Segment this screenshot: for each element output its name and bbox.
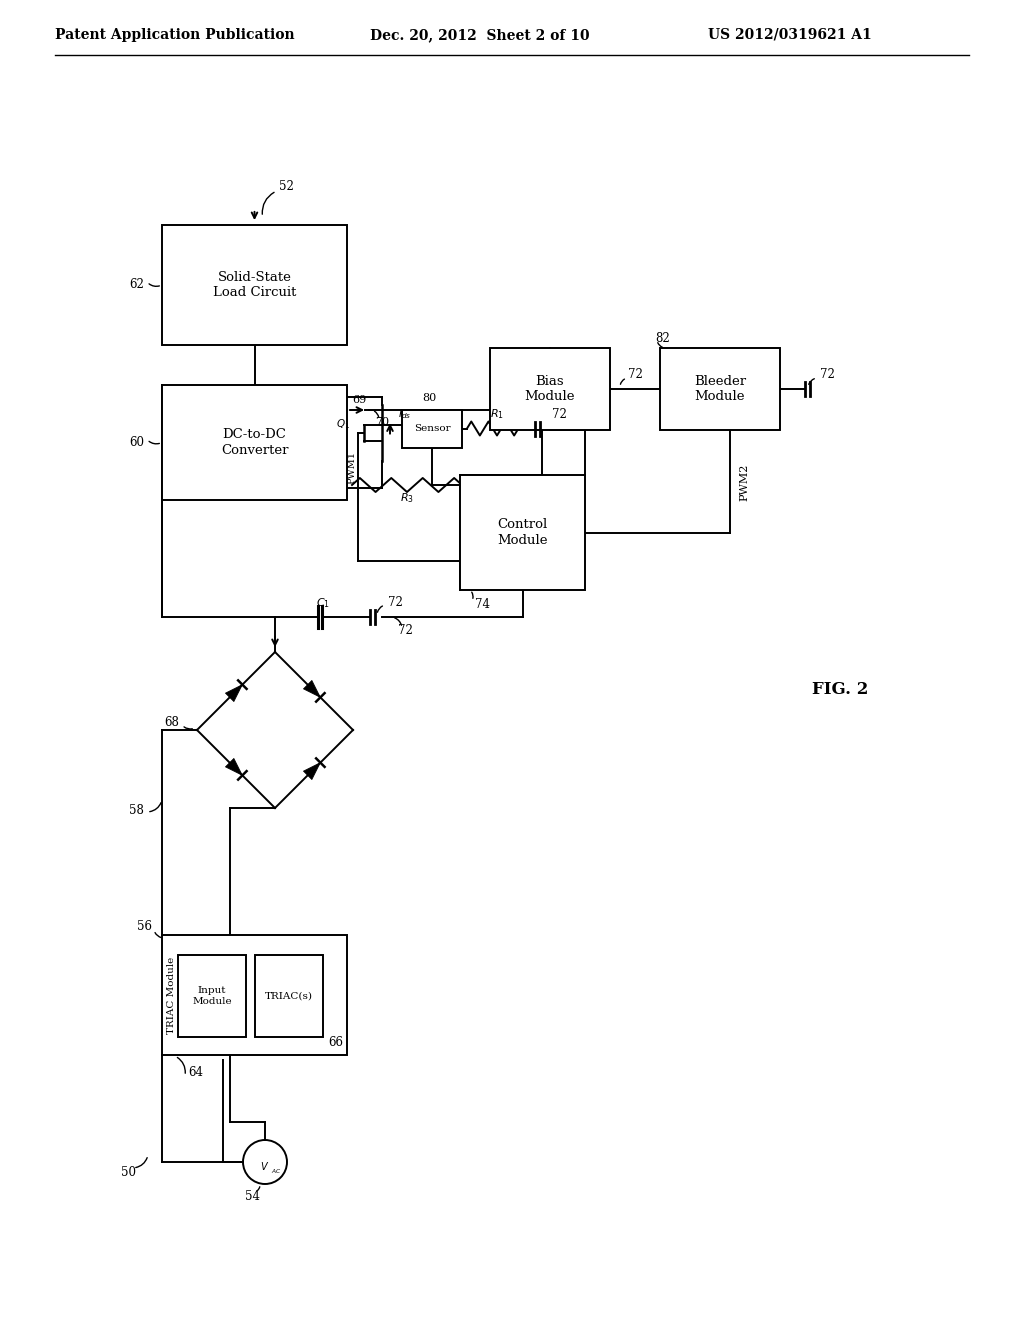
Text: 74: 74 [475,598,490,610]
Text: 60: 60 [129,436,144,449]
Text: $Q_1$: $Q_1$ [336,417,350,432]
Text: $_{AC}$: $_{AC}$ [271,1167,282,1176]
Polygon shape [225,685,243,702]
Text: PWM1: PWM1 [347,451,356,484]
Text: DC-to-DC
Converter: DC-to-DC Converter [221,429,288,457]
Text: 72: 72 [820,368,835,381]
Text: Sensor: Sensor [414,424,451,433]
Text: 52: 52 [280,181,294,194]
Bar [162,224,347,345]
Text: $R_1$: $R_1$ [490,408,504,421]
Text: Solid-State
Load Circuit: Solid-State Load Circuit [213,271,296,300]
Bar [162,385,347,500]
Text: $V$: $V$ [260,1160,269,1172]
Text: Input
Module: Input Module [193,986,231,1006]
Text: 72: 72 [388,595,402,609]
Bar [255,954,323,1038]
Text: Bleeder
Module: Bleeder Module [694,375,746,403]
Text: 68: 68 [164,715,179,729]
Text: 66: 66 [328,1035,343,1048]
Polygon shape [303,680,321,697]
Text: 80: 80 [422,393,436,403]
Bar [490,348,610,430]
Text: 72: 72 [552,408,567,421]
Text: $R_3$: $R_3$ [400,491,414,504]
Text: TRIAC Module: TRIAC Module [167,957,175,1034]
Text: $I_{ds}$: $I_{ds}$ [398,408,412,421]
Text: 58: 58 [129,804,144,817]
Text: 62: 62 [129,279,144,292]
Text: 69: 69 [352,395,367,405]
Bar [402,409,462,447]
Text: 72: 72 [397,624,413,638]
Text: Dec. 20, 2012  Sheet 2 of 10: Dec. 20, 2012 Sheet 2 of 10 [371,28,590,42]
Bar [178,954,246,1038]
Text: Patent Application Publication: Patent Application Publication [55,28,295,42]
Text: 82: 82 [655,331,670,345]
Text: 72: 72 [628,368,642,381]
Text: FIG. 2: FIG. 2 [812,681,868,698]
Text: Bias
Module: Bias Module [524,375,575,403]
Text: Control
Module: Control Module [498,519,548,546]
Text: 64: 64 [188,1067,203,1080]
Text: 54: 54 [246,1191,260,1204]
Text: US 2012/0319621 A1: US 2012/0319621 A1 [709,28,871,42]
Bar [162,935,347,1055]
Text: 70: 70 [375,417,389,426]
Text: $C_1$: $C_1$ [316,597,330,610]
Text: PWM2: PWM2 [739,463,749,500]
Polygon shape [303,763,321,780]
Text: 50: 50 [121,1166,135,1179]
Bar [460,475,585,590]
Text: TRIAC(s): TRIAC(s) [265,991,313,1001]
Bar [660,348,780,430]
Text: 56: 56 [137,920,152,933]
Polygon shape [225,759,243,775]
